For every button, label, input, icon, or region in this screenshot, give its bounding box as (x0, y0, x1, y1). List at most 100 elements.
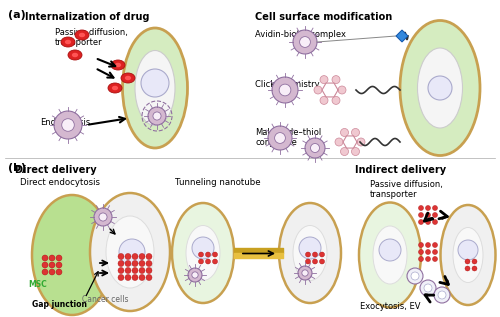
Circle shape (299, 237, 321, 259)
Circle shape (139, 268, 145, 274)
Circle shape (312, 259, 318, 264)
Ellipse shape (72, 53, 78, 57)
Circle shape (300, 36, 310, 48)
Circle shape (432, 205, 438, 210)
Circle shape (192, 237, 214, 259)
Circle shape (148, 107, 166, 125)
Circle shape (472, 266, 477, 271)
Ellipse shape (186, 225, 220, 281)
Polygon shape (396, 30, 408, 42)
Circle shape (424, 284, 432, 292)
Ellipse shape (115, 63, 121, 67)
Circle shape (119, 239, 145, 265)
Text: Cell surface modification: Cell surface modification (255, 12, 392, 22)
Circle shape (42, 269, 48, 275)
Circle shape (192, 272, 198, 278)
Circle shape (335, 138, 343, 146)
Circle shape (426, 243, 430, 248)
Ellipse shape (125, 76, 131, 80)
Circle shape (432, 243, 438, 248)
Circle shape (125, 275, 131, 281)
Circle shape (420, 280, 436, 296)
Circle shape (132, 268, 138, 274)
Ellipse shape (32, 195, 112, 315)
Circle shape (320, 252, 324, 257)
Circle shape (146, 268, 152, 274)
Circle shape (418, 249, 424, 255)
Circle shape (432, 219, 438, 224)
Ellipse shape (112, 86, 118, 90)
Circle shape (465, 266, 470, 271)
Circle shape (432, 212, 438, 217)
Text: Exocytosis, EV: Exocytosis, EV (360, 302, 420, 311)
Circle shape (432, 249, 438, 255)
Circle shape (139, 254, 145, 260)
Circle shape (94, 208, 112, 226)
Circle shape (272, 77, 298, 103)
Circle shape (268, 126, 292, 150)
Circle shape (139, 275, 145, 281)
Circle shape (146, 275, 152, 281)
Circle shape (153, 112, 161, 120)
Circle shape (198, 252, 203, 257)
Ellipse shape (440, 205, 496, 305)
Circle shape (56, 269, 62, 275)
Circle shape (418, 205, 424, 210)
Text: Endocytosis: Endocytosis (40, 118, 90, 127)
Ellipse shape (108, 83, 122, 93)
Ellipse shape (79, 33, 85, 37)
Circle shape (320, 76, 328, 84)
Circle shape (357, 138, 365, 146)
Circle shape (118, 261, 124, 267)
Circle shape (42, 262, 48, 268)
Circle shape (132, 275, 138, 281)
Circle shape (279, 84, 291, 96)
Circle shape (320, 259, 324, 264)
Text: (b): (b) (8, 163, 26, 173)
Circle shape (426, 256, 430, 262)
Circle shape (432, 256, 438, 262)
Ellipse shape (65, 40, 71, 44)
Circle shape (418, 212, 424, 217)
Circle shape (426, 249, 430, 255)
Circle shape (426, 219, 430, 224)
Circle shape (132, 261, 138, 267)
Circle shape (472, 259, 477, 264)
Circle shape (340, 147, 348, 156)
Circle shape (332, 76, 340, 84)
Circle shape (198, 259, 203, 264)
Ellipse shape (61, 37, 75, 47)
Text: Click chemistry: Click chemistry (255, 80, 320, 89)
Ellipse shape (75, 30, 89, 40)
Text: Direct delivery: Direct delivery (15, 165, 96, 175)
Circle shape (49, 269, 55, 275)
Circle shape (99, 213, 107, 221)
Circle shape (465, 259, 470, 264)
Circle shape (428, 76, 452, 100)
Ellipse shape (90, 193, 170, 311)
Circle shape (42, 255, 48, 261)
Circle shape (352, 128, 360, 137)
Circle shape (332, 96, 340, 104)
Circle shape (302, 270, 308, 276)
Ellipse shape (68, 50, 82, 60)
Circle shape (310, 144, 320, 152)
Text: Tunneling nanotube: Tunneling nanotube (175, 178, 260, 187)
Text: Cancer cells: Cancer cells (82, 295, 128, 304)
Text: Passive diffusion,
transporter: Passive diffusion, transporter (55, 28, 128, 48)
Text: Direct endocytosis: Direct endocytosis (20, 178, 100, 187)
Text: MSC: MSC (28, 280, 47, 289)
Circle shape (458, 240, 478, 260)
Text: Indirect delivery: Indirect delivery (355, 165, 446, 175)
Circle shape (146, 254, 152, 260)
Circle shape (62, 119, 74, 131)
Circle shape (312, 252, 318, 257)
Circle shape (118, 254, 124, 260)
Circle shape (434, 287, 450, 303)
Ellipse shape (373, 226, 407, 284)
Circle shape (293, 30, 317, 54)
Circle shape (139, 261, 145, 267)
Circle shape (212, 259, 218, 264)
Circle shape (49, 262, 55, 268)
Text: Gap junction: Gap junction (32, 300, 88, 309)
